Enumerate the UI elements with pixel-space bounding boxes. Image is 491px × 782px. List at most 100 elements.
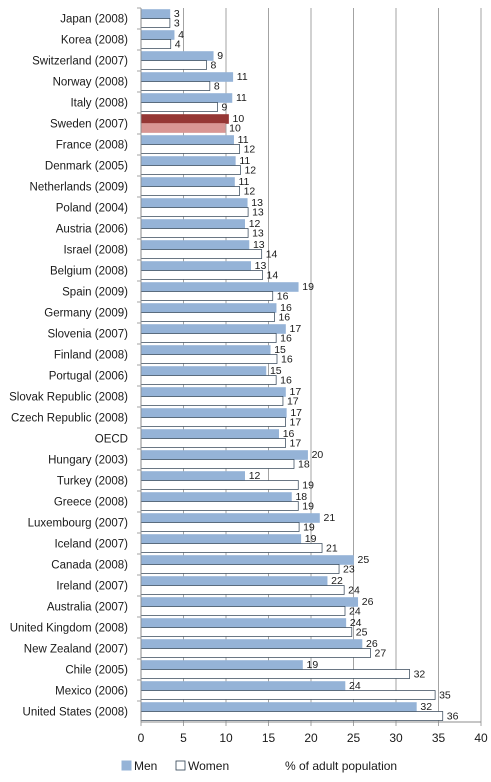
data-label-men: 10 xyxy=(233,113,245,125)
x-tick-label: 0 xyxy=(138,731,145,745)
bar-men xyxy=(140,198,248,208)
data-label-women: 18 xyxy=(298,459,310,471)
bar-women xyxy=(140,711,444,721)
bar-women xyxy=(140,522,300,532)
bar-women xyxy=(140,417,286,427)
bar-men xyxy=(140,513,320,523)
data-label-women: 16 xyxy=(281,354,293,366)
bar-women xyxy=(140,144,240,154)
bar-women xyxy=(140,249,263,259)
data-label-women: 13 xyxy=(252,207,264,219)
data-label-men: 4 xyxy=(178,29,184,41)
bar-women xyxy=(140,375,277,385)
category-label: Greece (2008) xyxy=(54,497,128,509)
category-label: Norway (2008) xyxy=(53,77,129,89)
legend: Men Women % of adult population xyxy=(121,759,397,773)
bar-women xyxy=(140,228,249,238)
category-label: Spain (2009) xyxy=(62,287,128,299)
bar-men xyxy=(140,597,359,607)
value-labels: 3344981181191010111211121112131312131314… xyxy=(174,8,459,723)
data-label-women: 19 xyxy=(303,522,315,534)
bar-men xyxy=(140,135,234,145)
bar-women xyxy=(140,60,207,70)
data-label-men: 11 xyxy=(238,134,249,146)
bars xyxy=(140,9,444,721)
data-label-men: 19 xyxy=(307,659,319,671)
data-label-men: 13 xyxy=(253,239,265,251)
data-label-women: 8 xyxy=(214,81,220,93)
category-label: Netherlands (2009) xyxy=(30,182,129,194)
bar-men xyxy=(140,156,236,166)
data-label-women: 19 xyxy=(302,480,314,492)
x-tick-label: 35 xyxy=(432,731,446,745)
data-label-women: 16 xyxy=(277,291,289,303)
bar-women xyxy=(140,291,274,301)
bar-women xyxy=(140,669,410,679)
data-label-men: 19 xyxy=(302,281,314,293)
bar-men xyxy=(140,702,417,712)
data-label-men: 3 xyxy=(174,8,180,20)
bar-men xyxy=(140,261,251,271)
data-label-women: 35 xyxy=(439,690,451,702)
bar-women xyxy=(140,333,277,343)
data-label-men: 24 xyxy=(349,680,361,692)
legend-swatch-men xyxy=(121,760,132,771)
bar-men xyxy=(140,660,303,670)
legend-label-women: Women xyxy=(188,759,229,773)
data-label-women: 4 xyxy=(175,39,181,51)
bar-women xyxy=(140,312,275,322)
bar-men xyxy=(140,450,308,460)
data-label-men: 18 xyxy=(295,491,307,503)
data-label-men: 15 xyxy=(274,344,286,356)
bar-men xyxy=(140,114,229,124)
category-labels: Japan (2008) Korea (2008) Switzerland (200… xyxy=(9,7,141,719)
data-label-women: 21 xyxy=(326,543,338,555)
category-label: Italy (2008) xyxy=(70,98,128,110)
x-axis: 0 5 10 15 20 25 30 35 40 xyxy=(138,8,488,745)
bar-men xyxy=(140,93,233,103)
bar-men xyxy=(140,408,287,418)
category-label: United Kingdom (2008) xyxy=(10,623,128,635)
category-label: New Zealand (2007) xyxy=(24,644,128,656)
data-label-men: 16 xyxy=(280,302,292,314)
bar-men xyxy=(140,9,171,19)
bar-women xyxy=(140,648,371,658)
data-label-women: 10 xyxy=(229,123,241,135)
category-label: Japan (2008) xyxy=(60,14,128,26)
data-label-men: 22 xyxy=(331,575,343,587)
bar-men xyxy=(140,618,347,628)
data-label-men: 12 xyxy=(249,218,261,230)
bar-women xyxy=(140,39,172,49)
x-tick-label: 20 xyxy=(304,731,318,745)
bar-men xyxy=(140,471,245,481)
data-label-women: 17 xyxy=(290,438,302,450)
x-tick-label: 5 xyxy=(180,731,187,745)
legend-swatch-women xyxy=(175,760,186,771)
bar-women xyxy=(140,165,241,175)
category-label: Denmark (2005) xyxy=(45,161,128,173)
bar-women xyxy=(140,606,346,616)
bar-men xyxy=(140,387,286,397)
data-label-men: 24 xyxy=(350,617,362,629)
category-label: Switzerland (2007) xyxy=(32,56,128,68)
data-label-women: 14 xyxy=(266,249,278,261)
bar-men xyxy=(140,177,235,187)
data-label-women: 25 xyxy=(356,627,368,639)
category-label: Austria (2006) xyxy=(56,224,128,236)
category-label: Czech Republic (2008) xyxy=(11,413,128,425)
data-label-women: 12 xyxy=(244,165,256,177)
bar-men xyxy=(140,429,279,439)
category-label: United States (2008) xyxy=(23,707,129,719)
category-label: Canada (2008) xyxy=(51,560,128,572)
data-label-men: 16 xyxy=(283,428,295,440)
bar-women xyxy=(140,354,278,364)
bar-men xyxy=(140,345,271,355)
bar-men xyxy=(140,639,363,649)
data-label-women: 17 xyxy=(287,396,299,408)
category-label: Portugal (2006) xyxy=(49,371,128,383)
data-label-men: 17 xyxy=(290,407,302,419)
bar-women xyxy=(140,81,211,91)
bar-women xyxy=(140,459,295,469)
data-label-men: 15 xyxy=(270,365,282,377)
